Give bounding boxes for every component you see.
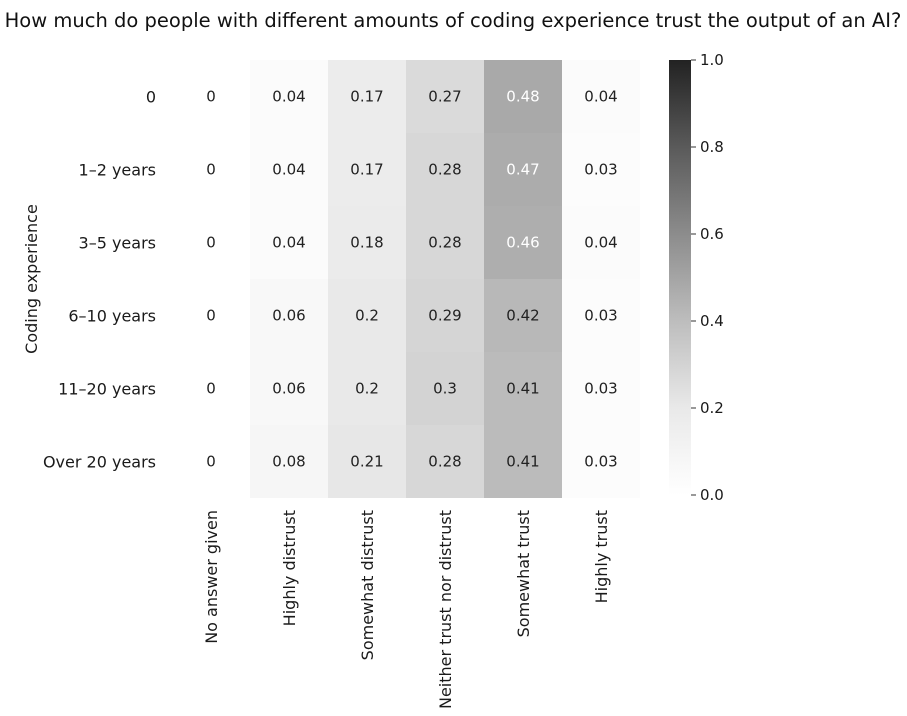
- heatmap-cell: [250, 133, 328, 206]
- heatmap-cell: [328, 279, 406, 352]
- y-tick-label: 6–10 years: [68, 307, 156, 326]
- heatmap-cell: [562, 279, 640, 352]
- heatmap-cell: [328, 352, 406, 425]
- heatmap-cell: [328, 133, 406, 206]
- cell-value-label: 0.06: [272, 380, 305, 398]
- heatmap-cell: [562, 206, 640, 279]
- heatmap-cell: [172, 425, 250, 498]
- cell-value-label: 0.03: [584, 307, 617, 325]
- heatmap-cell: [406, 425, 484, 498]
- heatmap-cell: [484, 352, 562, 425]
- heatmap-cell: [562, 60, 640, 133]
- cell-value-label: 0.04: [584, 88, 617, 106]
- cell-value-label: 0.29: [428, 307, 461, 325]
- heatmap-cell: [484, 60, 562, 133]
- y-axis-tick-labels: 0 1–2 years 3–5 years 6–10 years 11–20 years…: [43, 88, 156, 472]
- cell-value-label: 0.2: [355, 380, 379, 398]
- heatmap-cell: [172, 206, 250, 279]
- x-tick-label: Highly distrust: [280, 510, 299, 626]
- cell-value-label: 0.17: [350, 161, 383, 179]
- chart-title: How much do people with different amount…: [5, 9, 902, 32]
- cell-value-label: 0.28: [428, 453, 461, 471]
- heatmap-cell: [562, 133, 640, 206]
- heatmap-cell: [328, 206, 406, 279]
- y-tick-label: 3–5 years: [79, 234, 156, 253]
- heatmap-cell: [406, 279, 484, 352]
- cell-value-label: 0.3: [433, 380, 457, 398]
- heatmap-cell: [406, 352, 484, 425]
- x-axis-tick-labels: No answer given Highly distrust Somewhat d…: [202, 510, 611, 709]
- cell-value-label: 0.17: [350, 88, 383, 106]
- cell-value-label: 0.04: [272, 234, 305, 252]
- x-tick-label: Somewhat trust: [514, 510, 533, 637]
- heatmap-cell: [250, 60, 328, 133]
- heatmap-cell: [562, 352, 640, 425]
- heatmap-cell: [484, 133, 562, 206]
- heatmap-cell: [250, 352, 328, 425]
- heatmap-cell: [250, 425, 328, 498]
- cell-value-label: 0: [206, 234, 216, 252]
- heatmap-cell: [484, 206, 562, 279]
- heatmap-cell: [172, 133, 250, 206]
- cell-value-label: 0: [206, 380, 216, 398]
- cell-value-label: 0.41: [506, 453, 539, 471]
- colorbar-tick-label: 0.4: [700, 312, 724, 330]
- cell-value-label: 0: [206, 88, 216, 106]
- cell-value-label: 0.28: [428, 234, 461, 252]
- cell-value-label: 0.28: [428, 161, 461, 179]
- cell-value-label: 0.47: [506, 161, 539, 179]
- cell-value-label: 0: [206, 307, 216, 325]
- y-tick-label: 0: [146, 88, 156, 107]
- cell-value-label: 0.04: [584, 234, 617, 252]
- colorbar-tick-label: 0.6: [700, 225, 724, 243]
- y-tick-label: 11–20 years: [58, 380, 156, 399]
- cell-value-label: 0.48: [506, 88, 539, 106]
- cell-value-label: 0.21: [350, 453, 383, 471]
- y-tick-label: Over 20 years: [43, 453, 156, 472]
- heatmap-cell: [406, 206, 484, 279]
- colorbar-tick-label: 0.8: [700, 138, 724, 156]
- x-tick-label: No answer given: [202, 510, 221, 644]
- cell-value-label: 0: [206, 453, 216, 471]
- heatmap-cell: [406, 133, 484, 206]
- heatmap-cell: [328, 60, 406, 133]
- colorbar: [669, 60, 691, 495]
- heatmap-cell: [172, 60, 250, 133]
- heatmap-cell: [250, 279, 328, 352]
- cell-value-label: 0: [206, 161, 216, 179]
- heatmap-cell: [172, 352, 250, 425]
- colorbar-tick-label: 0.0: [700, 486, 724, 504]
- colorbar-tick-labels: 0.0 0.2 0.4 0.6 0.8 1.0: [691, 51, 724, 504]
- x-tick-label: Highly trust: [592, 510, 611, 603]
- colorbar-tick-label: 0.2: [700, 399, 724, 417]
- heatmap-cell: [250, 206, 328, 279]
- heatmap-cell: [484, 279, 562, 352]
- cell-value-label: 0.03: [584, 161, 617, 179]
- cell-value-label: 0.03: [584, 380, 617, 398]
- y-axis-label: Coding experience: [22, 204, 41, 354]
- cell-value-label: 0.06: [272, 307, 305, 325]
- cell-value-labels: 0 0.04 0.17 0.27 0.48 0.04 0 0.04 0.17 0.28 0.47 0.…: [206, 88, 617, 471]
- heatmap-cell: [562, 425, 640, 498]
- cell-value-label: 0.27: [428, 88, 461, 106]
- cell-value-label: 0.04: [272, 88, 305, 106]
- heatmap-cell: [406, 60, 484, 133]
- cell-value-label: 0.41: [506, 380, 539, 398]
- x-tick-label: Neither trust nor distrust: [436, 510, 455, 709]
- heatmap-cell: [484, 425, 562, 498]
- cell-value-label: 0.42: [506, 307, 539, 325]
- cell-value-label: 0.46: [506, 234, 539, 252]
- heatmap-cell: [328, 425, 406, 498]
- heatmap-cell: [172, 279, 250, 352]
- cell-value-label: 0.2: [355, 307, 379, 325]
- cell-value-label: 0.18: [350, 234, 383, 252]
- cell-value-label: 0.08: [272, 453, 305, 471]
- cell-value-label: 0.03: [584, 453, 617, 471]
- x-tick-label: Somewhat distrust: [358, 510, 377, 660]
- cell-value-label: 0.04: [272, 161, 305, 179]
- heatmap-cells: [172, 60, 640, 498]
- colorbar-tick-label: 1.0: [700, 51, 724, 69]
- y-tick-label: 1–2 years: [79, 161, 156, 180]
